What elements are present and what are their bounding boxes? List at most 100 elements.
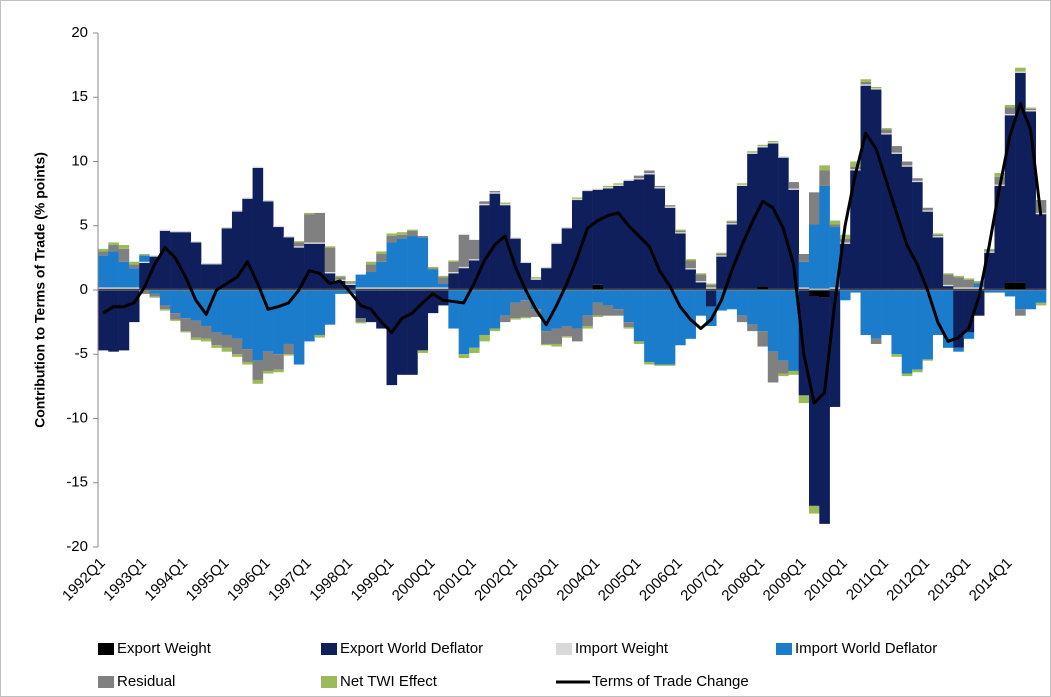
- bar-segment: [541, 343, 552, 346]
- bar-segment: [231, 290, 243, 339]
- bar-segment: [108, 251, 119, 288]
- bar-segment: [128, 268, 140, 288]
- x-tick-label: 1992Q1: [59, 555, 109, 605]
- bar-segment: [499, 205, 511, 289]
- bar-segment: [118, 261, 130, 288]
- bar-segment: [396, 290, 408, 375]
- bar-segment: [201, 325, 212, 339]
- bar-segment: [479, 288, 490, 290]
- bar-segment: [551, 290, 562, 329]
- bar-segment: [159, 229, 171, 231]
- bar-segment: [530, 278, 542, 280]
- bar-segment: [788, 288, 799, 290]
- bar-segment: [458, 288, 470, 290]
- bar-segment: [190, 241, 202, 243]
- bar-segment: [252, 167, 264, 289]
- bar-segment: [675, 290, 686, 346]
- x-tick-label: 2008Q1: [718, 555, 768, 605]
- bar-segment: [850, 290, 861, 293]
- bar-segment: [675, 233, 686, 289]
- x-tick-label: 1994Q1: [141, 555, 191, 605]
- bar-segment: [953, 347, 964, 352]
- bar-segment: [376, 251, 387, 255]
- x-tick-label: 2005Q1: [595, 555, 645, 605]
- bar-segment: [613, 288, 624, 290]
- bar-segment: [180, 318, 192, 332]
- bar-segment: [726, 288, 738, 290]
- bar-segment: [335, 277, 346, 280]
- bar-segment: [551, 243, 562, 289]
- bar-segment: [963, 332, 975, 339]
- bar-segment: [139, 255, 150, 262]
- bar-segment: [448, 290, 459, 329]
- bar-segment: [829, 224, 841, 228]
- x-tick-label: 2012Q1: [883, 555, 933, 605]
- bar-segment: [829, 220, 841, 225]
- bar-segment: [912, 369, 923, 373]
- bar-segment: [870, 88, 882, 90]
- bar-segment: [602, 290, 614, 306]
- bar-segment: [747, 151, 758, 153]
- bar-segment: [664, 364, 676, 366]
- bar-segment: [98, 251, 109, 256]
- bar-segment: [561, 290, 573, 326]
- bar-segment: [510, 288, 521, 290]
- bar-segment: [664, 290, 676, 365]
- bar-segment: [128, 261, 140, 265]
- bar-segment: [149, 288, 161, 290]
- bar-segment: [273, 354, 284, 370]
- bar-segment: [984, 290, 995, 293]
- bar-segment: [850, 288, 861, 290]
- x-tick-label: 2006Q1: [636, 555, 686, 605]
- bar-segment: [613, 184, 624, 186]
- x-tick-label: 2007Q1: [677, 555, 727, 605]
- bar-segment: [572, 328, 583, 342]
- bar-segment: [561, 336, 573, 338]
- bar-segment: [551, 328, 562, 344]
- bar-segment: [365, 290, 377, 323]
- bar-segment: [912, 290, 923, 370]
- bar-segment: [757, 331, 769, 347]
- bar-segment: [623, 322, 635, 328]
- bar-segment: [170, 290, 181, 314]
- bar-segment: [963, 287, 975, 289]
- bar-segment: [520, 263, 532, 289]
- bar-segment: [819, 185, 830, 289]
- bar-segment: [582, 288, 593, 290]
- bar-segment: [427, 290, 439, 314]
- bar-segment: [1004, 104, 1016, 108]
- bar-segment: [809, 290, 820, 297]
- bar-segment: [602, 187, 614, 189]
- bar-segment: [407, 230, 418, 237]
- bar-segment: [314, 334, 325, 338]
- bar-segment: [602, 305, 614, 316]
- bar-segment: [592, 189, 604, 285]
- bar-segment: [252, 379, 264, 384]
- bar-segment: [1035, 214, 1047, 289]
- bar-segment: [499, 203, 511, 206]
- bar-segment: [458, 354, 470, 359]
- y-tick-label: -5: [75, 345, 88, 362]
- bar-segment: [922, 290, 933, 360]
- bar-segment: [994, 185, 1006, 289]
- bar-segment: [448, 260, 459, 262]
- bar-segment: [757, 290, 769, 332]
- bar-segment: [891, 146, 903, 153]
- bar-segment: [1035, 290, 1047, 303]
- bar-segment: [654, 188, 666, 289]
- bar-segment: [685, 268, 696, 270]
- bar-segment: [582, 315, 593, 326]
- bar-segment: [613, 183, 624, 185]
- bar-segment: [870, 288, 882, 290]
- bar-segment: [860, 84, 872, 86]
- bar-segment: [314, 290, 325, 335]
- bar-segment: [932, 233, 944, 235]
- bar-segment: [335, 275, 346, 278]
- bar-segment: [304, 290, 315, 342]
- bar-segment: [798, 288, 810, 290]
- bar-segment: [376, 261, 387, 288]
- bar-segment: [695, 273, 707, 275]
- bar-segment: [396, 232, 408, 235]
- bar-segment: [108, 287, 119, 289]
- bar-segment: [468, 259, 480, 261]
